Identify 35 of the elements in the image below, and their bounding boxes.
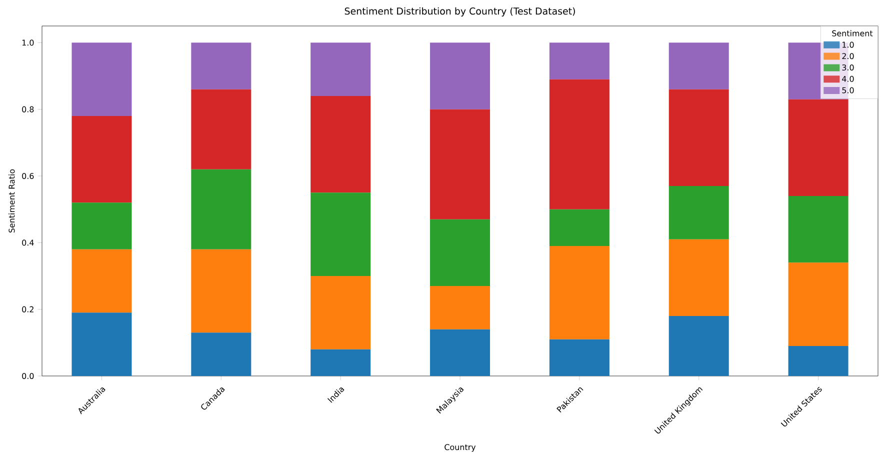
bar [310,192,371,276]
bar [310,42,371,96]
bar [430,42,490,110]
bar [72,202,132,250]
bar [668,186,729,240]
bar [549,42,610,80]
bar [430,219,490,286]
bar [788,262,848,346]
bar [310,276,371,350]
bar [788,99,848,196]
bar [191,89,252,170]
bar [72,42,132,116]
bar [191,332,252,376]
bar [430,286,490,330]
bar [72,312,132,376]
bar [310,349,371,376]
bar [430,329,490,376]
bar [668,89,729,186]
bar [549,246,610,340]
bar [549,79,610,210]
bar [310,96,371,193]
bar [788,346,848,376]
bar [668,42,729,90]
bar [72,249,132,313]
bar [549,209,610,246]
bar [72,116,132,203]
bar [191,249,252,333]
bar [549,339,610,376]
bar [430,109,490,220]
bar [788,196,848,263]
bar [668,239,729,316]
bar [191,169,252,250]
bar [191,42,252,90]
chart-title: Sentiment Distribution by Country (Test Dataset) [344,7,575,16]
bar [668,316,729,376]
